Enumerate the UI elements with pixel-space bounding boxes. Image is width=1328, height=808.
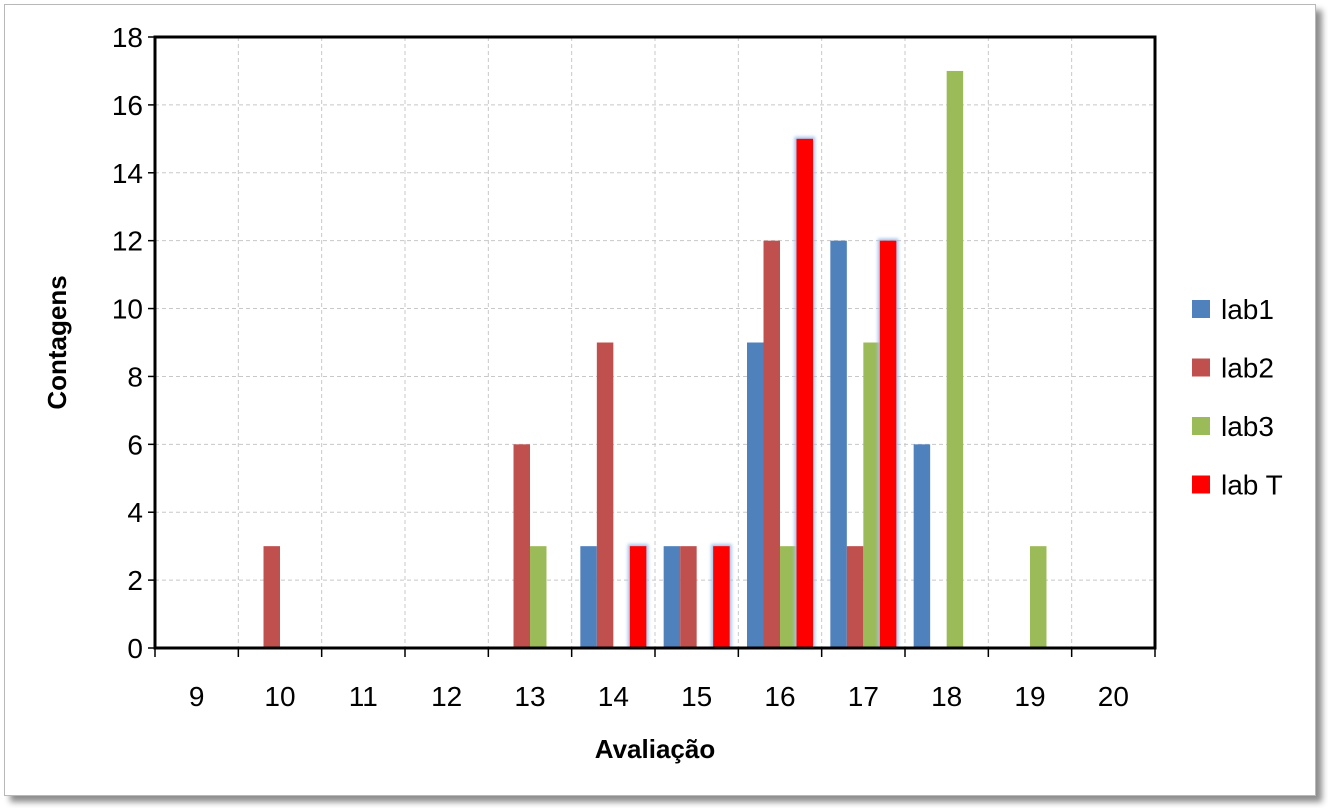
legend-swatch xyxy=(1192,358,1210,377)
legend-swatch xyxy=(1192,417,1210,435)
x-tick-label: 10 xyxy=(264,681,295,712)
y-tick-label: 0 xyxy=(127,633,143,664)
bar-lab3-16 xyxy=(780,546,797,648)
grid-lines xyxy=(155,37,1155,648)
bar-lab2-17 xyxy=(846,546,864,648)
bar-lab1-15 xyxy=(663,546,681,648)
bar-lab3-13 xyxy=(530,546,547,648)
y-axis-title: Contagens xyxy=(42,275,72,409)
bar-lab-t-16 xyxy=(796,138,813,649)
bar-lab1-17 xyxy=(830,240,847,648)
y-tick-label: 16 xyxy=(112,90,143,121)
y-axis: 0 2 4 6 8 10 12 14 16 18 xyxy=(112,22,155,664)
legend: lab1 lab2 lab3 lab T xyxy=(1192,294,1283,501)
bar-lab3-18 xyxy=(946,70,964,648)
x-tick-label: 20 xyxy=(1098,681,1129,712)
bar-lab1-16 xyxy=(747,342,764,648)
x-tick-label: 18 xyxy=(931,681,962,712)
bar-lab2-14 xyxy=(596,342,614,648)
bar-lab3-17 xyxy=(863,342,880,648)
bar-lab3-19 xyxy=(1030,546,1047,648)
bar-lab2-13 xyxy=(513,444,530,648)
bar-lab-t-17 xyxy=(879,240,897,648)
x-tick-label: 19 xyxy=(1014,681,1045,712)
y-tick-label: 8 xyxy=(127,361,143,392)
y-tick-label: 10 xyxy=(112,294,143,325)
bar-lab1-14 xyxy=(580,546,597,648)
x-tick-label: 13 xyxy=(514,681,545,712)
bar-lab1-18 xyxy=(913,444,931,648)
x-tick-label: 16 xyxy=(764,681,795,712)
x-tick-label: 11 xyxy=(349,681,378,712)
bar-lab2-16 xyxy=(763,240,780,648)
x-tick-label: 17 xyxy=(848,681,879,712)
bar-lab-t-15 xyxy=(713,546,730,648)
x-tick-label: 9 xyxy=(189,681,205,712)
bar-lab-t-14 xyxy=(629,546,647,648)
legend-swatch xyxy=(1192,300,1210,318)
y-tick-label: 4 xyxy=(127,497,143,528)
x-tick-label: 14 xyxy=(598,681,629,712)
x-axis: 9 10 11 12 13 14 15 16 17 18 19 20 xyxy=(154,648,1156,712)
y-tick-label: 12 xyxy=(112,226,143,257)
y-tick-label: 6 xyxy=(127,429,143,460)
bars xyxy=(263,70,1047,649)
legend-label: lab2 xyxy=(1221,353,1274,384)
x-axis-title: Avaliação xyxy=(595,734,715,764)
y-tick-label: 2 xyxy=(127,565,143,596)
x-tick-label: 15 xyxy=(681,681,712,712)
bar-lab2-15 xyxy=(680,546,697,648)
legend-label: lab T xyxy=(1221,470,1283,501)
legend-label: lab3 xyxy=(1221,411,1274,442)
x-tick-label: 12 xyxy=(431,681,462,712)
legend-swatch xyxy=(1192,475,1210,494)
y-tick-label: 14 xyxy=(112,158,143,189)
chart-frame xyxy=(4,4,1316,796)
bar-lab2-10 xyxy=(263,546,280,648)
y-tick-label: 18 xyxy=(112,22,143,53)
legend-label: lab1 xyxy=(1221,294,1274,325)
